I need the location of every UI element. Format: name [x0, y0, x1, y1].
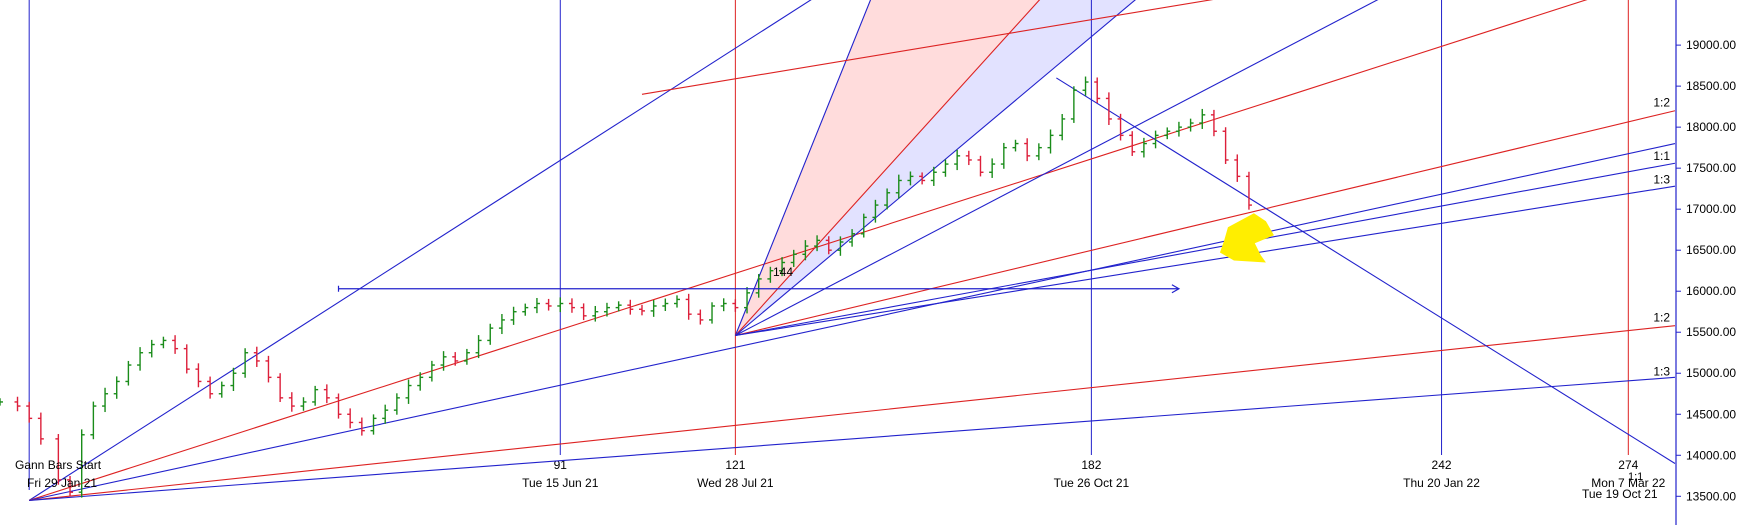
time-marker-date-182: Tue 26 Oct 21 — [1054, 476, 1130, 490]
gann-fan-line-10 — [735, 0, 1379, 336]
horizontal-arrow-group — [337, 284, 1181, 294]
ratio-label-0: 1:2 — [1653, 96, 1670, 110]
time-marker-count-121: 121 — [725, 458, 745, 472]
gann-fan-line-13 — [641, 0, 1214, 95]
y-tick-label-7: 15500.00 — [1686, 325, 1736, 339]
horizontal-arrow-head — [1171, 284, 1181, 294]
gann-fan-line-0 — [28, 0, 812, 501]
ratio-label-4: 1:3 — [1653, 365, 1670, 379]
time-marker-count-91: 91 — [554, 458, 568, 472]
y-tick-label-2: 18000.00 — [1686, 120, 1736, 134]
highlight-marker — [1219, 213, 1274, 263]
gann-fan-line-5 — [735, 110, 1676, 337]
time-marker-count-274: 274 — [1618, 458, 1638, 472]
ratio-label-1: 1:1 — [1653, 149, 1670, 163]
gann-fan-line-4 — [29, 376, 1676, 501]
time-marker-lines: 91 Tue 15 Jun 21 121 Wed 28 Jul 21 182 Tue 26… — [28, 0, 1666, 490]
gann-fan-line-11 — [735, 0, 1136, 336]
gann-fan-line-2 — [29, 143, 1676, 501]
y-axis-background — [1676, 0, 1756, 525]
time-marker-count-242: 242 — [1432, 458, 1452, 472]
price-bars — [0, 76, 1252, 498]
ratio-label-3: 1:2 — [1653, 310, 1670, 324]
highlight-group — [1219, 213, 1274, 263]
gann-fan-line-12 — [1056, 77, 1676, 464]
y-tick-label-11: 13500.00 — [1686, 489, 1736, 503]
gann-fan-line-7 — [735, 185, 1676, 337]
time-marker-date-91: Tue 15 Jun 21 — [522, 476, 599, 490]
y-tick-label-6: 16000.00 — [1686, 284, 1736, 298]
time-marker-date-274: Mon 7 Mar 22 — [1591, 476, 1665, 490]
ratio-label-2: 1:3 — [1653, 173, 1670, 187]
gann-start-label: Gann Bars Start — [15, 458, 102, 472]
gann-fan-line-6 — [735, 162, 1676, 337]
y-tick-label-4: 17000.00 — [1686, 202, 1736, 216]
gann-start-date: Fri 29 Jan 21 — [27, 476, 97, 490]
gann-fan-line-9 — [734, 0, 1041, 336]
y-tick-label-9: 14500.00 — [1686, 407, 1736, 421]
y-tick-label-5: 16500.00 — [1686, 243, 1736, 257]
level-144-label: 144 — [773, 265, 793, 279]
chart-labels: Gann Bars Start Fri 29 Jan 21 144 1:1 Tu… — [15, 265, 1658, 501]
y-tick-label-0: 19000.00 — [1686, 38, 1736, 52]
y-axis: 19000.00 18500.00 18000.00 17500.00 17000.00… — [1653, 0, 1756, 525]
time-marker-date-121: Wed 28 Jul 21 — [697, 476, 774, 490]
extra-date-label: Tue 19 Oct 21 — [1582, 487, 1658, 501]
y-tick-label-10: 14000.00 — [1686, 448, 1736, 462]
y-tick-label-3: 17500.00 — [1686, 161, 1736, 175]
shaded-regions — [735, 0, 1136, 336]
y-tick-label-8: 15000.00 — [1686, 366, 1736, 380]
gann-fan-line-3 — [29, 325, 1676, 501]
time-marker-date-242: Thu 20 Jan 22 — [1403, 476, 1480, 490]
extra-count-label: 1:1 — [1628, 471, 1643, 483]
time-marker-count-182: 182 — [1081, 458, 1101, 472]
y-tick-label-1: 18500.00 — [1686, 79, 1736, 93]
